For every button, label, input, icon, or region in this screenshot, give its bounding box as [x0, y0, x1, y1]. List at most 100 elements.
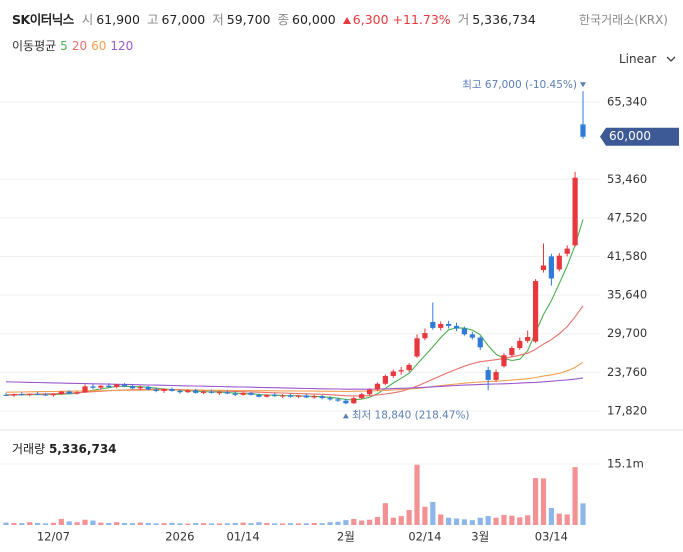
volume-bar	[114, 522, 120, 525]
x-tick-label: 01/14	[227, 530, 260, 544]
volume-bar	[311, 522, 317, 525]
chevron	[666, 56, 676, 62]
volume-label: 거래량	[12, 442, 46, 456]
candle-body	[430, 322, 436, 328]
candle-body	[121, 384, 128, 387]
volume-bar	[74, 522, 80, 525]
candle-body	[98, 385, 104, 388]
volume-bar	[11, 522, 17, 525]
ma-legend-entry: 120	[110, 39, 134, 53]
volume-bar	[540, 478, 547, 525]
candle-body	[493, 372, 499, 380]
volume-bar	[208, 523, 215, 525]
candle-body	[382, 375, 388, 384]
candle-body	[398, 370, 404, 372]
candle-body	[19, 394, 25, 396]
y-tick-label: 47,520	[607, 210, 647, 224]
volume-bar	[382, 503, 388, 525]
volume-bar	[3, 522, 9, 525]
volume-bar	[327, 522, 333, 525]
candle-body	[485, 370, 491, 380]
volume-bar	[398, 516, 404, 525]
candle-body	[224, 392, 230, 394]
candle-body	[287, 395, 294, 397]
change-amount: 6,300	[352, 12, 389, 27]
volume-bar	[556, 513, 562, 525]
candle-body	[414, 338, 420, 357]
volume-bar	[509, 515, 515, 525]
candle-body	[319, 396, 325, 399]
candle-body	[90, 386, 96, 388]
quote-value: 59,700	[226, 12, 271, 27]
ma-line	[5, 305, 584, 397]
volume-bar	[303, 523, 309, 525]
volume-bar	[193, 522, 199, 525]
volume-bar	[501, 514, 507, 525]
candle-body	[177, 390, 183, 393]
candle-body	[461, 328, 468, 335]
turnover-value: 5,336,734	[472, 12, 536, 27]
x-tick-label: 12/07	[37, 530, 70, 544]
candle-body	[272, 394, 278, 397]
volume-bar	[374, 516, 381, 525]
volume-bar	[414, 464, 420, 525]
volume-bar	[430, 501, 436, 525]
candle-body	[327, 398, 333, 400]
candle-body	[193, 390, 199, 393]
candle-body	[153, 389, 159, 391]
volume-bar	[390, 517, 396, 525]
quote-values: 시 61,900 고 67,000 저 59,700 종 60,000	[82, 12, 343, 27]
candle-body	[564, 248, 570, 254]
candle-body	[438, 323, 444, 328]
ma-label: 이동평균	[12, 39, 57, 53]
candle-body	[216, 392, 223, 394]
x-tick-label: 3월	[471, 530, 489, 544]
candle-body	[509, 348, 515, 356]
volume-bar	[50, 522, 57, 525]
candle-body	[453, 325, 460, 329]
volume-bar	[137, 522, 143, 525]
candle-body	[548, 256, 554, 279]
change-pct: +11.73%	[392, 12, 451, 27]
quote-value: 67,000	[161, 12, 206, 27]
quote-value: 61,900	[96, 12, 140, 27]
volume-bar	[153, 523, 159, 525]
x-tick-label: 02/14	[408, 530, 441, 544]
volume-bar	[453, 518, 460, 525]
volume-bar	[517, 517, 523, 525]
scale-dropdown[interactable]: Linear	[619, 52, 676, 66]
volume-bar	[461, 519, 468, 525]
x-tick-label: 2026	[165, 530, 194, 544]
volume-bar	[264, 522, 270, 525]
volume-bar	[240, 522, 246, 525]
y-tick-label: 35,640	[607, 288, 647, 302]
candle-body	[351, 398, 357, 404]
change: 6,300 +11.73%	[342, 12, 451, 27]
low-marker	[342, 413, 349, 419]
volume-bar	[232, 522, 238, 525]
candle-body	[82, 386, 88, 393]
candle-body	[501, 355, 507, 367]
candle-body	[525, 336, 531, 341]
candle-body	[540, 265, 547, 271]
volume-bar	[35, 522, 41, 525]
candle-body	[517, 340, 523, 349]
quote-label: 종	[277, 12, 290, 27]
candle-body	[11, 394, 17, 396]
candle-body	[303, 395, 309, 398]
quote-label: 시	[81, 12, 94, 27]
volume-bar	[66, 521, 72, 525]
high-marker	[580, 82, 586, 88]
volume-bar	[422, 506, 428, 525]
candle-body	[145, 387, 151, 390]
volume-bar	[27, 522, 33, 525]
scale-label[interactable]: Linear	[619, 52, 657, 66]
ma-legend-entry: 60	[91, 39, 107, 53]
volume-bar	[335, 521, 341, 525]
last-price-tag	[600, 127, 679, 146]
y-tick-label: 29,700	[607, 326, 647, 340]
volume-bar	[469, 520, 475, 525]
candle-body	[240, 392, 246, 395]
